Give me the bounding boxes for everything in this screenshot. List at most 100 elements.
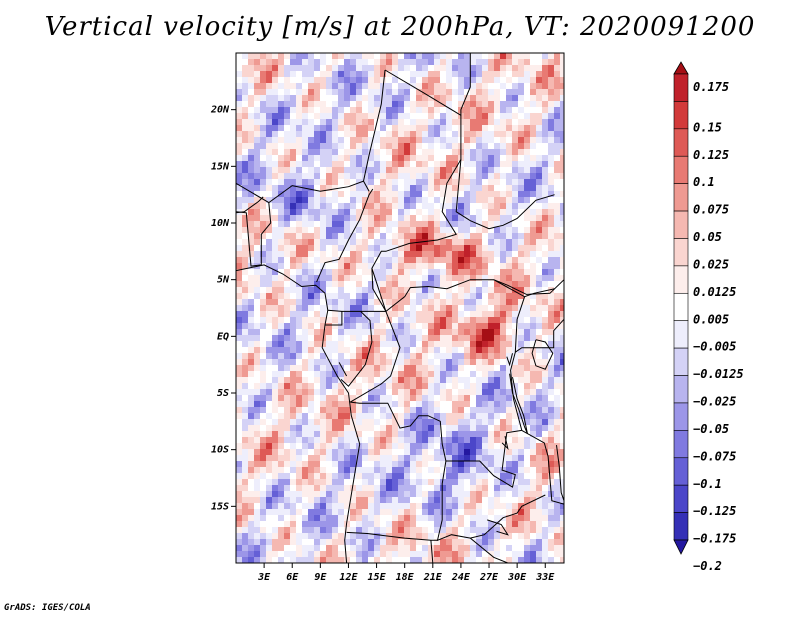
field-cell [362,257,368,263]
field-cell [296,89,302,95]
field-cell [422,395,428,401]
field-cell [338,491,344,497]
field-cell [338,119,344,125]
field-cell [530,101,536,107]
field-cell [416,407,422,413]
field-cell [284,437,290,443]
field-cell [452,275,458,281]
field-cell [302,341,308,347]
field-cell [416,425,422,431]
field-cell [554,299,560,305]
field-cell [542,497,548,503]
field-cell [350,227,356,233]
field-cell [434,431,440,437]
field-cell [458,443,464,449]
field-cell [308,233,314,239]
field-cell [380,161,386,167]
field-cell [266,89,272,95]
field-cell [446,269,452,275]
field-cell [398,239,404,245]
field-cell [488,239,494,245]
field-cell [524,155,530,161]
field-cell [398,143,404,149]
field-cell [422,191,428,197]
field-cell [242,485,248,491]
field-cell [482,107,488,113]
field-cell [422,527,428,533]
field-cell [308,509,314,515]
field-cell [302,203,308,209]
field-cell [374,461,380,467]
field-cell [392,467,398,473]
field-cell [404,95,410,101]
field-cell [332,53,338,59]
colorbar-label: −0.0125 [693,367,744,381]
field-cell [386,101,392,107]
field-cell [446,437,452,443]
field-cell [248,509,254,515]
field-cell [464,467,470,473]
field-cell [530,209,536,215]
field-cell [542,359,548,365]
field-cell [344,473,350,479]
field-cell [362,389,368,395]
field-cell [368,53,374,59]
field-cell [272,227,278,233]
field-cell [434,317,440,323]
field-cell [446,113,452,119]
field-cell [434,155,440,161]
field-cell [302,167,308,173]
field-cell [494,191,500,197]
field-cell [536,347,542,353]
field-cell [536,161,542,167]
field-cell [518,377,524,383]
field-cell [560,395,564,401]
field-cell [308,467,314,473]
field-cell [518,227,524,233]
field-cell [398,155,404,161]
field-cell [374,491,380,497]
field-cell [326,89,332,95]
field-cell [422,545,428,551]
field-cell [542,215,548,221]
field-cell [452,395,458,401]
field-cell [320,437,326,443]
field-cell [296,533,302,539]
field-cell [446,455,452,461]
field-cell [446,251,452,257]
field-cell [242,257,248,263]
field-cell [434,275,440,281]
field-cell [524,389,530,395]
field-cell [440,77,446,83]
field-cell [524,77,530,83]
field-cell [290,461,296,467]
field-cell [332,521,338,527]
field-cell [344,245,350,251]
field-cell [296,467,302,473]
border-line [521,429,564,505]
field-cell [284,401,290,407]
field-cell [296,401,302,407]
field-cell [236,473,242,479]
field-cell [446,551,452,557]
field-cell [404,551,410,557]
field-cell [554,347,560,353]
field-cell [356,95,362,101]
field-cell [476,443,482,449]
field-cell [488,377,494,383]
field-cell [332,101,338,107]
field-cell [350,161,356,167]
field-cell [278,551,284,557]
field-cell [374,317,380,323]
field-cell [380,197,386,203]
field-cell [422,479,428,485]
field-cell [290,299,296,305]
field-cell [530,389,536,395]
field-cell [338,551,344,557]
field-cell [296,347,302,353]
field-cell [386,455,392,461]
field-cell [554,137,560,143]
field-cell [530,551,536,557]
field-cell [314,293,320,299]
field-cell [506,545,512,551]
